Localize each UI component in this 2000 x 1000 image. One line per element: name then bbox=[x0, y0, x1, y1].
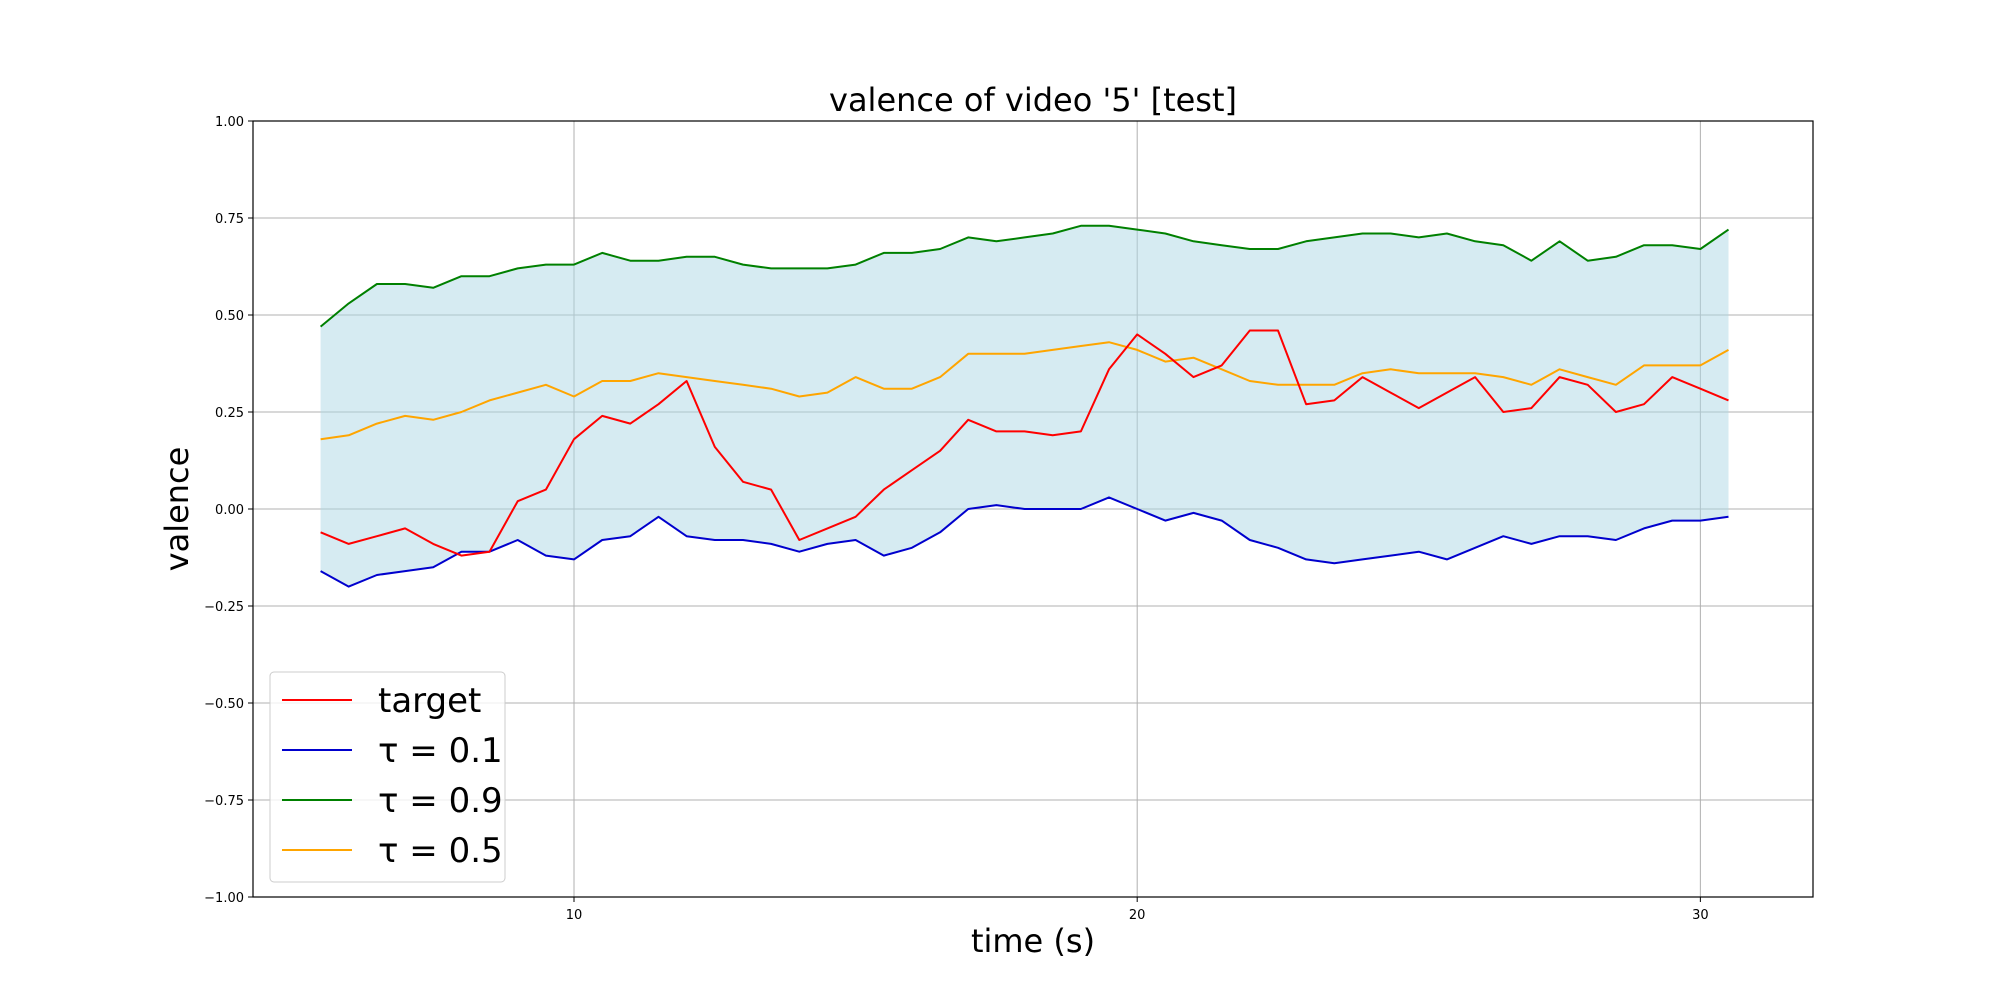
y-tick-label: 0.25 bbox=[215, 406, 244, 421]
legend-label-tau_0_1: τ = 0.1 bbox=[378, 731, 503, 771]
y-tick-label: 0.50 bbox=[215, 309, 244, 324]
y-tick-label: 1.00 bbox=[215, 115, 244, 130]
series-lines bbox=[319, 224, 1730, 588]
series-line-tau_0_1 bbox=[320, 496, 1729, 588]
series-line-tau_0_5 bbox=[320, 341, 1729, 441]
y-tick-label: −1.00 bbox=[204, 891, 244, 906]
series-line-target bbox=[320, 329, 1729, 557]
legend-label-target: target bbox=[378, 681, 481, 721]
y-tick-label: 0.00 bbox=[215, 503, 244, 518]
series-line-tau_0_9 bbox=[319, 224, 1730, 328]
quantile-band-area bbox=[320, 225, 1729, 587]
axis-ticks: −1.00 −0.75 −0.50 −0.25 0.00 0.25 0.50 0.75 1.00… bbox=[204, 115, 1708, 923]
x-axis-label: time (s) bbox=[971, 922, 1095, 960]
y-tick-label: −0.75 bbox=[204, 794, 244, 809]
quantile-band bbox=[320, 225, 1729, 587]
y-axis-label: valence bbox=[158, 447, 196, 572]
x-tick-label: 20 bbox=[1129, 908, 1146, 923]
legend-box bbox=[269, 671, 506, 883]
legend-label-tau_0_5: τ = 0.5 bbox=[378, 831, 503, 871]
y-tick-label: 0.75 bbox=[215, 212, 244, 227]
x-tick-label: 30 bbox=[1692, 908, 1709, 923]
y-tick-label: −0.50 bbox=[204, 697, 244, 712]
legend-label-tau_0_9: τ = 0.9 bbox=[378, 781, 503, 821]
chart-title: valence of video '5' [test] bbox=[829, 81, 1237, 119]
y-tick-label: −0.25 bbox=[204, 600, 244, 615]
legend: target τ = 0.1 τ = 0.9 τ = 0.5 bbox=[269, 671, 506, 883]
x-tick-label: 10 bbox=[566, 908, 583, 923]
